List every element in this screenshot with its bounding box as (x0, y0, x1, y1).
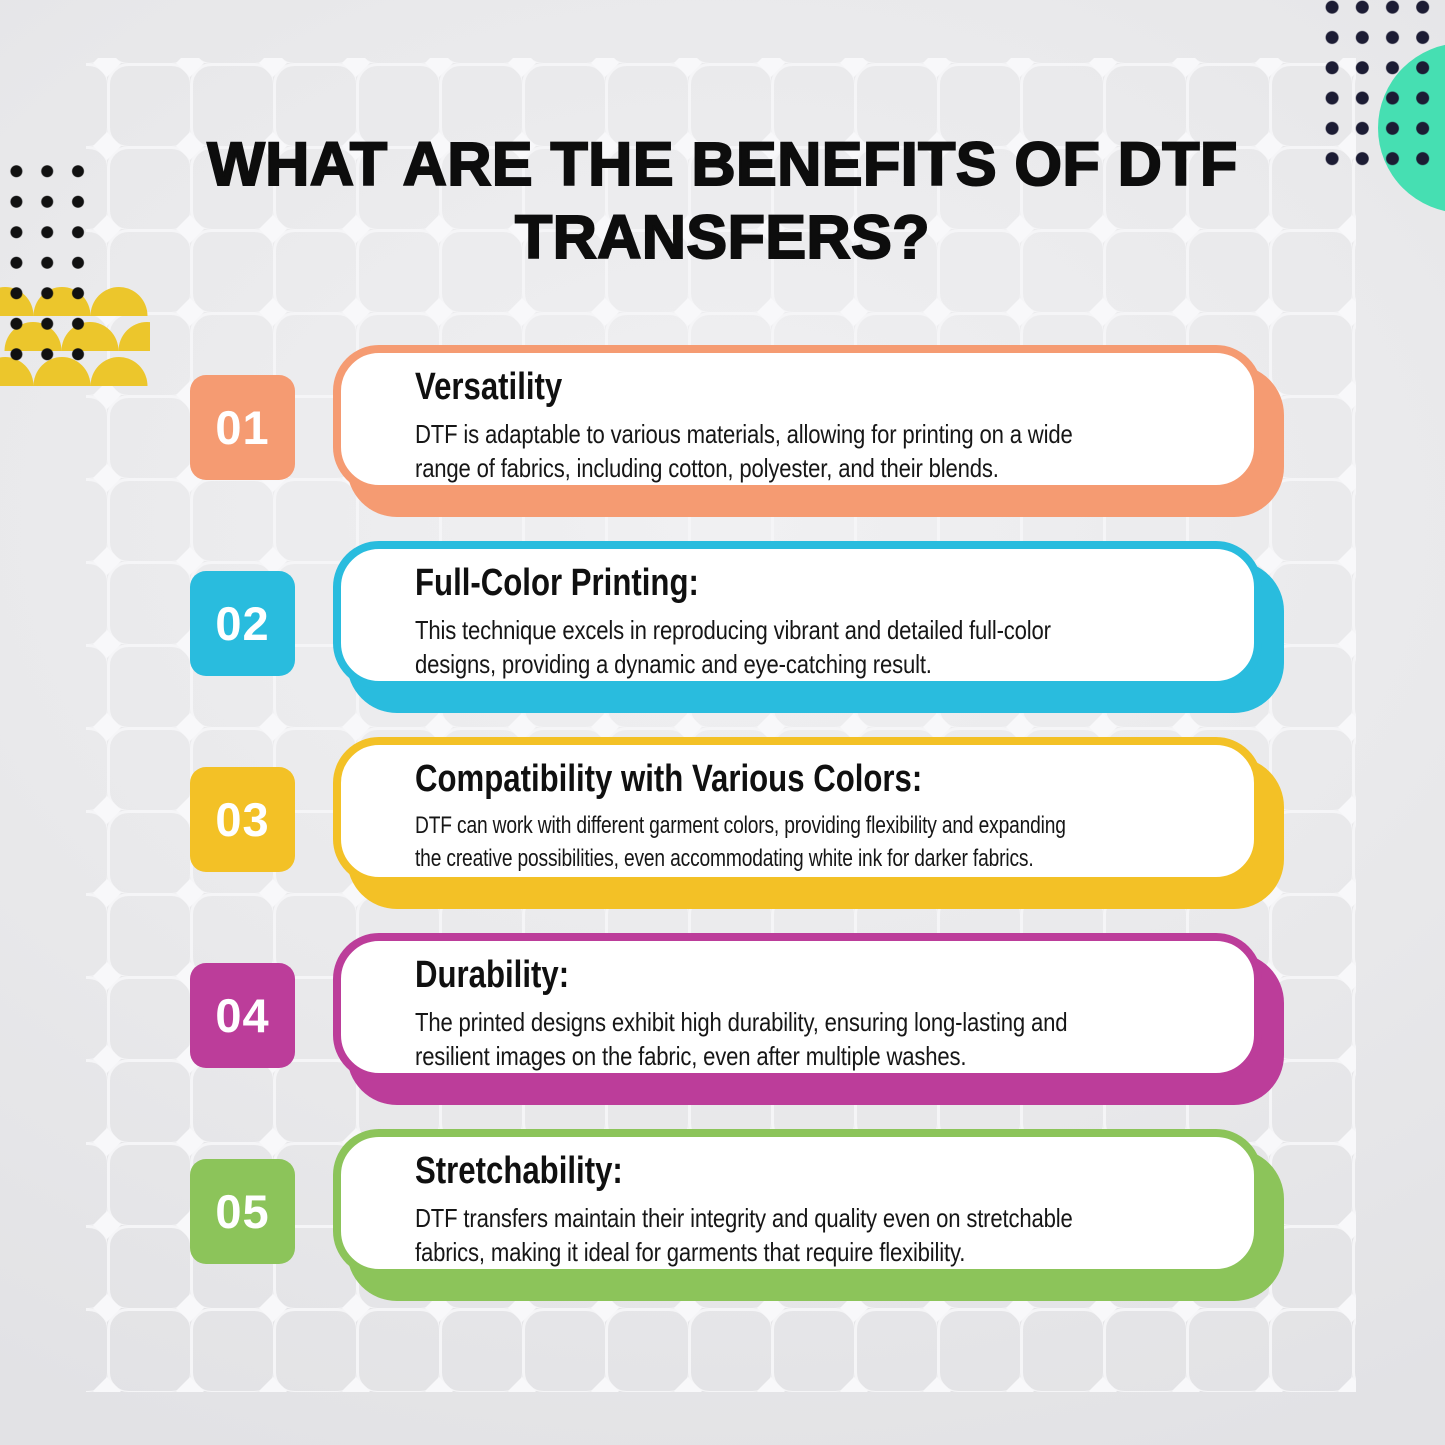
number-badge-01: 01 (190, 375, 295, 480)
card-body-3: DTF can work with different garment colo… (415, 812, 1066, 872)
card-face-5: Stretchability: DTF transfers maintain t… (333, 1129, 1262, 1277)
card-heading-1: Versatility (415, 366, 563, 408)
card-heading-5: Stretchability: (415, 1150, 623, 1192)
number-badge-03: 03 (190, 767, 295, 872)
benefit-item-versatility: 01 Versatility DTF is adaptable to vario… (0, 345, 1445, 521)
card-heading-2: Full-Color Printing: (415, 562, 699, 604)
benefit-item-stretchability: 05 Stretchability: DTF transfers maintai… (0, 1129, 1445, 1305)
benefit-card-5: Stretchability: DTF transfers maintain t… (333, 1129, 1284, 1301)
card-body-1: DTF is adaptable to various materials, a… (415, 419, 1073, 483)
page-title: WHAT ARE THE BENEFITS OF DTF TRANSFERS? (206, 129, 1238, 272)
card-body-4: The printed designs exhibit high durabil… (415, 1007, 1068, 1071)
card-face-2: Full-Color Printing: This technique exce… (333, 541, 1262, 689)
number-badge-02: 02 (190, 571, 295, 676)
dot-grid-top-left (1, 156, 93, 369)
dot-grid-top-right (1317, 0, 1438, 174)
card-heading-4: Durability: (415, 954, 570, 996)
benefit-item-full-color-printing: 02 Full-Color Printing: This technique e… (0, 541, 1445, 717)
card-face-1: Versatility DTF is adaptable to various … (333, 345, 1262, 493)
number-badge-05: 05 (190, 1159, 295, 1264)
card-heading-3: Compatibility with Various Colors: (415, 758, 923, 800)
benefit-card-2: Full-Color Printing: This technique exce… (333, 541, 1284, 713)
card-body-2: This technique excels in reproducing vib… (415, 615, 1051, 679)
benefit-card-3: Compatibility with Various Colors: DTF c… (333, 737, 1284, 909)
benefit-item-durability: 04 Durability: The printed designs exhib… (0, 933, 1445, 1109)
card-face-4: Durability: The printed designs exhibit … (333, 933, 1262, 1081)
benefit-card-4: Durability: The printed designs exhibit … (333, 933, 1284, 1105)
benefit-item-compatibility: 03 Compatibility with Various Colors: DT… (0, 737, 1445, 913)
card-face-3: Compatibility with Various Colors: DTF c… (333, 737, 1262, 885)
card-body-5: DTF transfers maintain their integrity a… (415, 1203, 1073, 1267)
number-badge-04: 04 (190, 963, 295, 1068)
benefit-card-1: Versatility DTF is adaptable to various … (333, 345, 1284, 517)
